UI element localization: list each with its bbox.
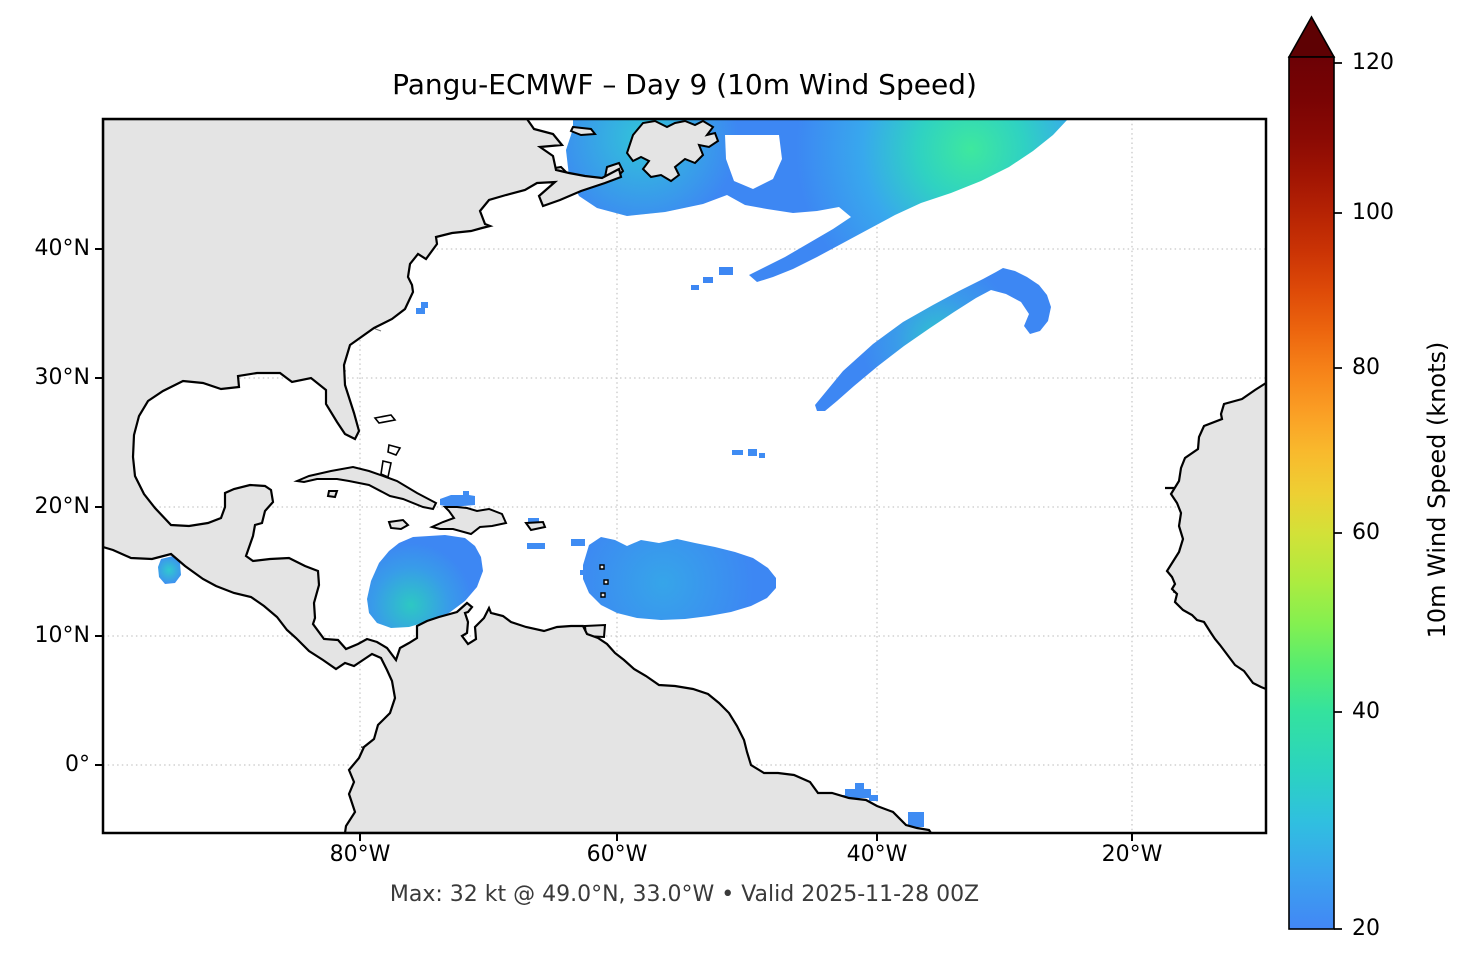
island-newfoundland — [625, 119, 720, 183]
island-juventud — [326, 490, 339, 499]
ytick-30n: 30°N — [34, 365, 90, 390]
islands-bahamas — [373, 414, 402, 479]
map-frame — [101, 117, 1268, 835]
coastline-americas — [103, 119, 933, 833]
cbtick-40: 40 — [1352, 699, 1380, 724]
colorbar — [1287, 15, 1342, 930]
map-canvas — [95, 117, 1268, 841]
island-jamaica — [387, 518, 410, 531]
xtick-60w: 60°W — [586, 842, 648, 867]
island-cuba — [293, 465, 438, 511]
xtick-80w: 80°W — [329, 842, 391, 867]
islands-lesser-antilles — [599, 564, 609, 598]
colorbar-extend-arrow — [1287, 15, 1336, 58]
island-anticosti — [569, 125, 597, 137]
cbtick-20: 20 — [1352, 916, 1380, 941]
ytick-0: 0° — [65, 752, 90, 777]
coastline-africa — [1165, 381, 1266, 691]
cbtick-60: 60 — [1352, 520, 1380, 545]
cbtick-100: 100 — [1352, 200, 1394, 225]
wind-region-tehuantepec — [158, 556, 181, 584]
wind-specks-antilles — [440, 491, 586, 575]
wind-region-tropical-atlantic — [583, 537, 776, 620]
xtick-20w: 20°W — [1101, 842, 1163, 867]
wind-specks-midatlantic — [732, 449, 765, 458]
ytick-40n: 40°N — [34, 236, 90, 261]
colorbar-bar — [1288, 56, 1335, 930]
xtick-40w: 40°W — [846, 842, 908, 867]
cbtick-120: 120 — [1352, 50, 1394, 75]
island-hispaniola — [428, 506, 508, 536]
axis-ticks — [95, 248, 1133, 841]
max-valid-caption: Max: 32 kt @ 49.0°N, 33.0°W • Valid 2025… — [389, 882, 980, 907]
chart-title: Pangu-ECMWF – Day 9 (10m Wind Speed) — [392, 68, 977, 101]
cbtick-80: 80 — [1352, 355, 1380, 380]
island-puerto-rico — [524, 520, 547, 532]
wind-region-central-atlantic — [815, 268, 1051, 411]
colorbar-ticks — [1334, 62, 1342, 930]
ytick-10n: 10°N — [34, 623, 90, 648]
colorbar-axis-label: 10m Wind Speed (knots) — [1423, 341, 1451, 639]
ytick-20n: 20°N — [34, 494, 90, 519]
wind-region-caribbean — [367, 535, 483, 628]
